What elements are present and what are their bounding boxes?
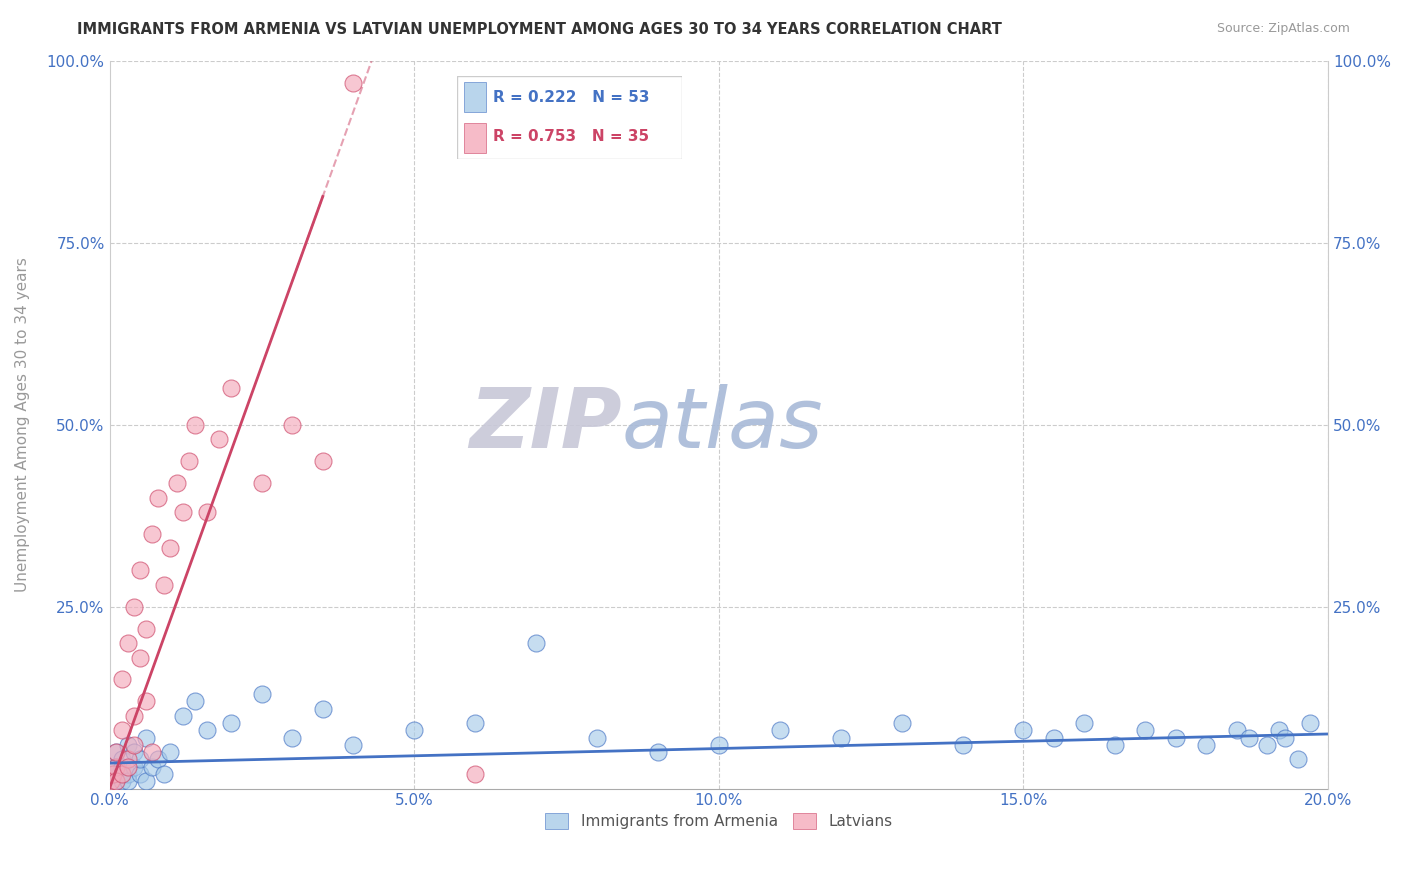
Point [195,723,218,738]
Point [1274,731,1296,745]
Point [159,541,181,556]
Point [208,433,231,447]
Point [1164,731,1187,745]
Point [281,731,304,745]
Point [135,731,157,745]
Point [312,454,335,468]
Point [221,716,243,731]
Point [524,636,547,650]
Point [111,760,134,774]
Point [148,491,170,505]
Point [281,417,304,432]
Point [1195,738,1218,752]
Point [101,767,124,781]
Point [117,738,139,752]
Point [111,673,134,687]
Point [129,563,152,577]
Point [342,738,364,752]
Point [104,774,127,789]
Legend: Immigrants from Armenia, Latvians: Immigrants from Armenia, Latvians [540,807,898,836]
Point [312,701,335,715]
Point [159,745,181,759]
Point [1286,752,1309,766]
Point [172,708,194,723]
Point [111,767,134,781]
Point [111,774,134,789]
Point [129,752,152,766]
Point [117,752,139,766]
Point [122,599,145,614]
Y-axis label: Unemployment Among Ages 30 to 34 years: Unemployment Among Ages 30 to 34 years [15,258,30,592]
Point [830,731,852,745]
Text: atlas: atlas [621,384,823,466]
Point [104,760,127,774]
Point [135,694,157,708]
Point [101,767,124,781]
Point [195,505,218,519]
Point [184,694,207,708]
Text: ZIP: ZIP [468,384,621,466]
Point [166,476,188,491]
Point [1226,723,1249,738]
Point [117,636,139,650]
Point [221,381,243,395]
Point [111,767,134,781]
Point [1073,716,1095,731]
Point [117,760,139,774]
Point [122,745,145,759]
Point [122,708,145,723]
Point [111,752,134,766]
Point [148,752,170,766]
Point [184,417,207,432]
Point [464,716,486,731]
Point [104,745,127,759]
Point [141,760,163,774]
Point [404,723,426,738]
Point [769,723,792,738]
Point [100,774,122,789]
Point [153,578,176,592]
Point [117,774,139,789]
Point [586,731,609,745]
Point [1256,738,1278,752]
Text: IMMIGRANTS FROM ARMENIA VS LATVIAN UNEMPLOYMENT AMONG AGES 30 TO 34 YEARS CORREL: IMMIGRANTS FROM ARMENIA VS LATVIAN UNEMP… [77,22,1002,37]
Point [122,760,145,774]
Point [1237,731,1260,745]
Point [122,738,145,752]
Point [707,738,730,752]
Point [1012,723,1035,738]
Point [464,767,486,781]
Point [104,760,127,774]
Point [153,767,176,781]
Point [129,650,152,665]
Point [647,745,669,759]
Point [135,774,157,789]
Point [172,505,194,519]
Point [104,774,127,789]
Point [342,76,364,90]
Point [1135,723,1157,738]
Point [111,723,134,738]
Point [117,767,139,781]
Point [104,745,127,759]
Point [129,767,152,781]
Point [135,622,157,636]
Point [141,527,163,541]
Text: Source: ZipAtlas.com: Source: ZipAtlas.com [1216,22,1350,36]
Point [177,454,200,468]
Point [1043,731,1066,745]
Point [952,738,974,752]
Point [1104,738,1126,752]
Point [250,687,273,701]
Point [1268,723,1291,738]
Point [250,476,273,491]
Point [890,716,912,731]
Point [1299,716,1322,731]
Point [141,745,163,759]
